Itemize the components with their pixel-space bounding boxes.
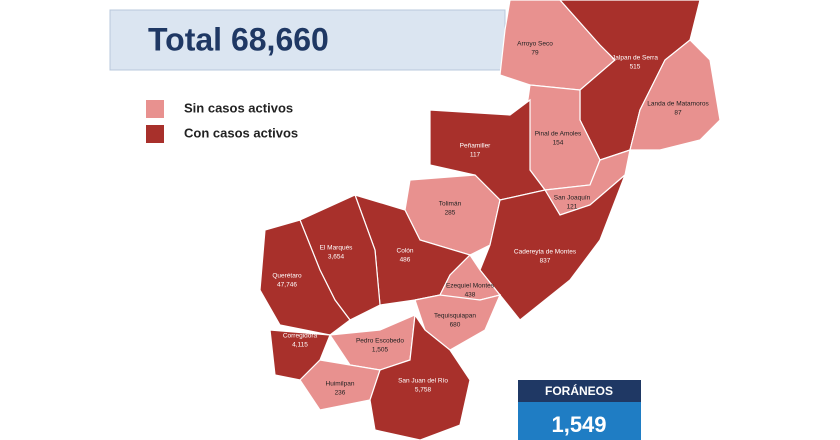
municipality-name: Colón — [397, 248, 414, 255]
municipality-cases: 4,115 — [292, 342, 308, 349]
foraneos-header — [518, 380, 641, 402]
municipality-cases: 79 — [531, 50, 539, 57]
municipality-name: Arroyo Seco — [517, 41, 553, 48]
foraneos-value: 1,549 — [551, 412, 606, 437]
municipality-cases: 154 — [553, 140, 564, 147]
municipality-cases: 87 — [674, 110, 682, 117]
municipality-name: San Juan del Río — [398, 378, 448, 385]
municipality-cases: 117 — [470, 152, 481, 159]
municipality-cases: 5,758 — [415, 387, 432, 394]
legend: Sin casos activos Con casos activos — [146, 100, 298, 143]
municipality-name: Jalpan de Serra — [612, 55, 658, 62]
municipality-cases: 837 — [540, 258, 551, 265]
municipality-cases: 3,654 — [328, 254, 345, 261]
municipality-cases: 486 — [400, 257, 411, 264]
municipality — [479, 174, 626, 321]
municipality-name: Landa de Matamoros — [647, 101, 709, 108]
municipality-name: Ezequiel Montes — [446, 283, 495, 290]
municipality-cases: 1,505 — [372, 347, 389, 354]
municipality-cases: 236 — [335, 390, 346, 397]
municipality — [629, 39, 721, 151]
legend-swatch — [146, 100, 164, 118]
municipality-name: Cadereyta de Montes — [514, 249, 577, 256]
municipality-name: Huimilpan — [326, 381, 355, 388]
municipality-name: El Marqués — [320, 245, 354, 252]
municipality-name: Tequisquiapan — [434, 313, 476, 320]
municipality-cases: 121 — [567, 204, 578, 211]
municipality-name: Pinal de Amoles — [535, 131, 582, 138]
legend-label: Sin casos activos — [184, 100, 293, 115]
municipality-cases: 285 — [445, 210, 456, 217]
title-box — [109, 9, 506, 71]
foraneos-label: FORÁNEOS — [545, 383, 613, 398]
municipality — [259, 219, 351, 336]
municipality-cases: 515 — [630, 64, 641, 71]
municipality-name: Corregidora — [283, 333, 318, 340]
municipality — [369, 313, 471, 440]
municipality-cases: 438 — [465, 292, 476, 299]
legend-swatch — [146, 125, 164, 143]
map: Arroyo Seco 79 Jalpan de Serra 515 Landa de … — [259, 0, 721, 440]
municipality-name: Querétaro — [272, 273, 302, 280]
municipality-name: Tolimán — [439, 201, 462, 208]
municipality-name: San Joaquín — [554, 195, 591, 202]
total-title: Total 68,660 — [148, 21, 329, 57]
municipality-cases: 680 — [450, 322, 461, 329]
municipality-name: Peñamiller — [460, 143, 492, 150]
municipality-name: Pedro Escobedo — [356, 338, 404, 345]
legend-label: Con casos activos — [184, 125, 298, 140]
municipality-cases: 47,746 — [277, 282, 297, 289]
